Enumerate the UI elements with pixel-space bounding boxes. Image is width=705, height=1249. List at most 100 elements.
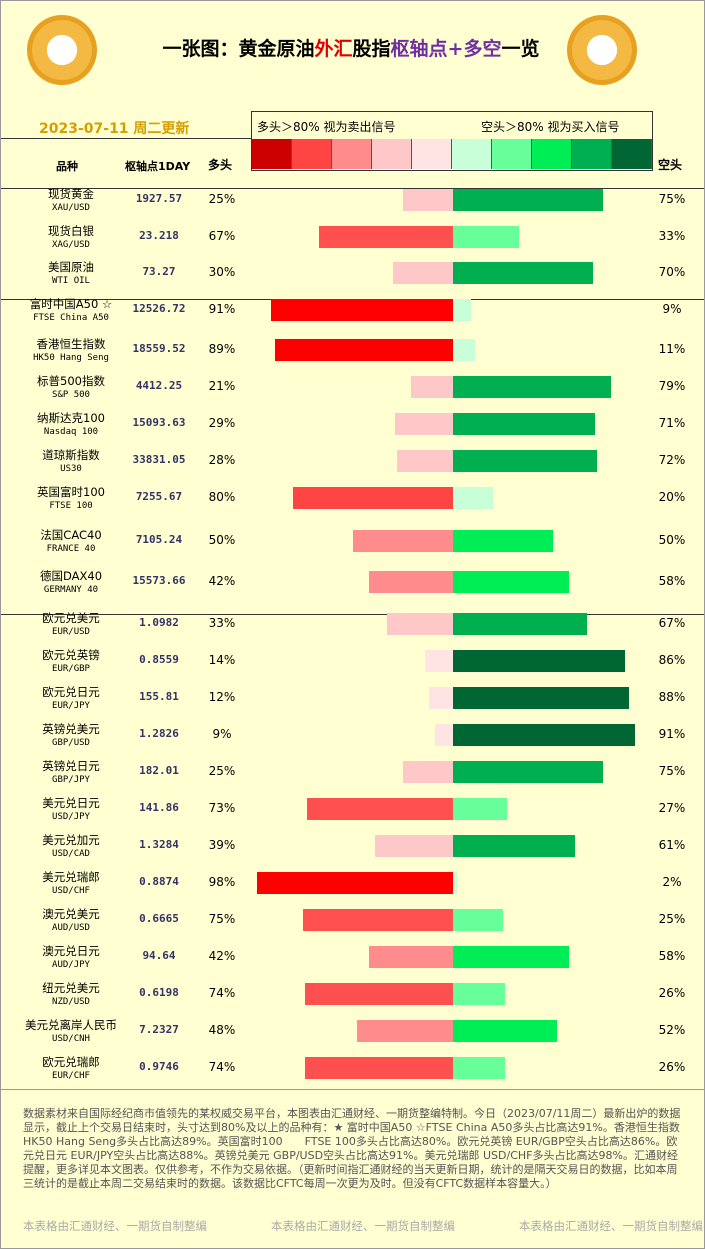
- name: 澳元兑美元: [42, 907, 100, 921]
- name: 德国DAX40: [39, 569, 103, 583]
- rule: [1, 138, 251, 139]
- short-label: 61%: [658, 838, 686, 852]
- short-label: 58%: [658, 949, 686, 963]
- pivot: 7105.24: [135, 533, 183, 546]
- code: S&P 500: [52, 390, 90, 400]
- legend-swatch: [532, 139, 572, 169]
- long-label: 89%: [208, 342, 236, 356]
- credit: 本表格由汇通财经、一期货自制整编: [271, 1219, 455, 1233]
- title: 一张图：黄金原油外汇股指枢轴点+多空一览: [101, 34, 601, 61]
- long-bar: [275, 339, 453, 361]
- pivot: 155.81: [139, 690, 179, 703]
- short-bar: [453, 450, 597, 472]
- col-pivot: 枢轴点1DAY: [125, 160, 191, 173]
- long-bar: [403, 189, 453, 211]
- name: 英镑兑日元: [42, 759, 100, 773]
- short-bar: [453, 1020, 557, 1042]
- long-bar: [293, 487, 453, 509]
- pivot: 141.86: [139, 801, 179, 814]
- short-bar: [453, 687, 629, 709]
- short-label: 70%: [658, 265, 686, 279]
- long-label: 29%: [208, 416, 236, 430]
- long-label: 42%: [208, 949, 236, 963]
- long-bar: [435, 724, 453, 746]
- legend-swatch: [572, 139, 612, 169]
- long-bar: [319, 226, 453, 248]
- short-label: 20%: [658, 490, 686, 504]
- code: Nasdaq 100: [43, 427, 99, 437]
- legend-swatches: [252, 139, 652, 169]
- code: USD/CHF: [52, 886, 90, 896]
- short-bar: [453, 946, 569, 968]
- short-label: 71%: [658, 416, 686, 430]
- short-bar: [453, 650, 625, 672]
- long-bar: [403, 761, 453, 783]
- name: 美国原油: [48, 260, 94, 274]
- long-bar: [257, 872, 453, 894]
- long-label: 21%: [208, 379, 236, 393]
- code: USD/CNH: [52, 1034, 90, 1044]
- short-label: 52%: [658, 1023, 686, 1037]
- long-label: 67%: [208, 229, 236, 243]
- col-short: 空头: [658, 158, 683, 172]
- legend-left: 多头＞80% 视为卖出信号: [257, 120, 396, 134]
- name: 美元兑加元: [42, 833, 100, 847]
- code: EUR/JPY: [52, 701, 90, 711]
- short-label: 75%: [658, 192, 686, 206]
- code: XAU/USD: [52, 203, 90, 213]
- title-part: 一览: [501, 38, 540, 60]
- pivot: 1.3284: [139, 838, 179, 851]
- pivot: 0.9746: [139, 1060, 179, 1073]
- long-label: 74%: [208, 1060, 236, 1074]
- name: 美元兑日元: [42, 796, 100, 810]
- name: 欧元兑美元: [42, 611, 100, 625]
- long-bar: [357, 1020, 453, 1042]
- short-bar: [453, 262, 593, 284]
- short-bar: [453, 909, 503, 931]
- short-bar: [453, 835, 575, 857]
- legend-swatch: [332, 139, 372, 169]
- long-label: 30%: [208, 265, 236, 279]
- title-part: 股指: [352, 38, 391, 60]
- code: GERMANY 40: [43, 585, 99, 595]
- name: 美元兑瑞郎: [42, 870, 100, 884]
- long-label: 28%: [208, 453, 236, 467]
- long-label: 98%: [208, 875, 236, 889]
- long-label: 25%: [208, 192, 236, 206]
- legend-swatch: [292, 139, 332, 169]
- short-label: 91%: [658, 727, 686, 741]
- code: US30: [60, 464, 82, 474]
- pivot: 73.27: [142, 265, 176, 278]
- name: 英国富时100: [37, 485, 105, 499]
- pivot: 23.218: [139, 229, 179, 242]
- code: GBP/JPY: [52, 775, 90, 785]
- rule: [1, 614, 704, 615]
- short-label: 58%: [658, 574, 686, 588]
- long-label: 9%: [212, 727, 232, 741]
- credit: 本表格由汇通财经、一期货自制整编: [23, 1219, 207, 1233]
- long-bar: [429, 687, 453, 709]
- name: 香港恒生指数: [36, 337, 106, 351]
- legend-swatch: [372, 139, 412, 169]
- short-bar: [453, 1057, 505, 1079]
- pivot: 1927.57: [135, 192, 183, 205]
- legend-swatch: [452, 139, 492, 169]
- code: XAG/USD: [52, 240, 90, 250]
- pivot: 12526.72: [132, 302, 186, 315]
- title-part: 一张图：黄金原油: [162, 38, 315, 60]
- short-label: 26%: [658, 1060, 686, 1074]
- short-bar: [453, 413, 595, 435]
- long-label: 14%: [208, 653, 236, 667]
- pivot: 0.8874: [139, 875, 179, 888]
- long-bar: [395, 413, 453, 435]
- legend-swatch: [492, 139, 532, 169]
- short-bar: [453, 872, 457, 894]
- code: EUR/USD: [52, 627, 90, 637]
- pivot: 1.0982: [139, 616, 179, 629]
- legend-swatch: [252, 139, 292, 169]
- long-bar: [369, 946, 453, 968]
- logo: [27, 15, 97, 85]
- short-label: 79%: [658, 379, 686, 393]
- col-long: 多头: [208, 158, 233, 172]
